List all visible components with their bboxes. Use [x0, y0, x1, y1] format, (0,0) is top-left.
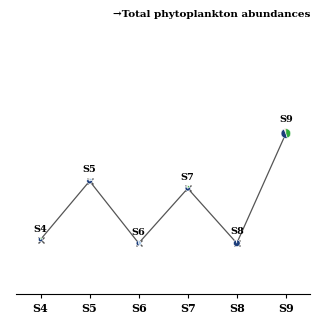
Text: S4: S4 — [34, 225, 47, 234]
Wedge shape — [40, 237, 41, 240]
Text: S7: S7 — [181, 173, 195, 182]
Wedge shape — [236, 240, 237, 243]
Wedge shape — [88, 178, 90, 181]
Wedge shape — [236, 240, 237, 243]
Wedge shape — [188, 186, 190, 188]
Wedge shape — [284, 129, 286, 133]
Wedge shape — [284, 129, 286, 133]
Wedge shape — [136, 241, 140, 246]
Text: →Total phytoplankton abundances: →Total phytoplankton abundances — [113, 10, 310, 19]
Wedge shape — [281, 129, 287, 138]
Wedge shape — [286, 129, 291, 138]
Wedge shape — [139, 241, 141, 246]
Wedge shape — [185, 187, 190, 191]
Text: S5: S5 — [83, 165, 96, 174]
Wedge shape — [41, 237, 42, 240]
Wedge shape — [87, 179, 92, 184]
Wedge shape — [90, 178, 92, 181]
Text: S8: S8 — [230, 227, 244, 236]
Wedge shape — [186, 186, 188, 188]
Text: S6: S6 — [132, 228, 146, 237]
Wedge shape — [234, 240, 240, 246]
Text: S9: S9 — [279, 115, 293, 124]
Wedge shape — [38, 237, 43, 242]
Wedge shape — [187, 186, 188, 188]
